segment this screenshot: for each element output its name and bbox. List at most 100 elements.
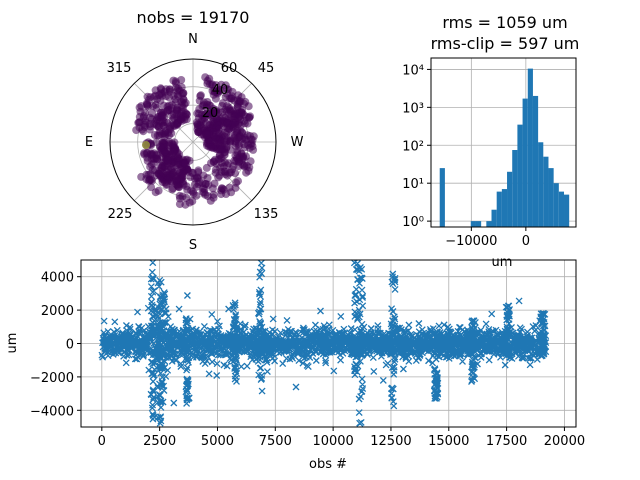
polar-point — [162, 180, 171, 189]
polar-point — [204, 180, 213, 189]
polar-point — [151, 100, 160, 109]
polar-point — [220, 150, 229, 159]
polar-point — [142, 175, 151, 184]
polar-point — [234, 110, 243, 119]
polar-point — [168, 116, 177, 125]
polar-point — [194, 128, 203, 136]
polar-point — [178, 192, 187, 201]
polar-point — [192, 191, 201, 200]
polar-point — [143, 156, 152, 165]
histogram-bar — [491, 209, 497, 227]
histogram-ytick-label: 10⁰ — [402, 215, 424, 230]
histogram-bar — [538, 142, 544, 227]
polar-point — [173, 161, 182, 170]
radial-tick-20: 20 — [202, 106, 219, 121]
polar-point — [140, 112, 148, 121]
polar-point — [214, 108, 223, 117]
angle-tick-315: 315 — [107, 61, 132, 76]
polar-point — [160, 113, 169, 122]
histogram-bar — [496, 191, 502, 227]
histogram-ytick-label: 10¹ — [402, 177, 424, 192]
polar-point — [165, 85, 174, 94]
polar-point — [162, 92, 170, 101]
angle-tick-135: 135 — [254, 207, 279, 222]
scatter-xtick-label: 15000 — [428, 434, 469, 449]
polar-point — [147, 115, 156, 124]
histogram-title: rms = 1059 um — [442, 13, 567, 32]
histogram-frame — [430, 57, 577, 228]
polar-point — [221, 170, 230, 178]
scatter-xlabel: obs # — [309, 457, 347, 472]
polar-point — [223, 85, 231, 94]
scatter-ylabel: um — [5, 333, 20, 354]
scatter-ytick-label: 4000 — [41, 271, 74, 286]
histogram-bar — [517, 124, 523, 227]
radial-tick-40: 40 — [212, 83, 229, 98]
polar-point — [153, 131, 162, 140]
scatter-xtick-label: 20000 — [544, 434, 585, 449]
polar-point — [202, 163, 211, 172]
polar-point — [209, 158, 218, 167]
histogram-ytick-label: 10² — [402, 139, 424, 154]
scatter-xtick-label: 0 — [98, 434, 106, 449]
polar-point — [247, 135, 256, 144]
scatter-xtick-label: 10000 — [312, 434, 353, 449]
polar-point — [179, 179, 187, 188]
polar-point — [211, 81, 220, 90]
polar-point — [177, 101, 186, 110]
compass-label-east: E — [85, 135, 93, 150]
polar-point — [164, 156, 172, 165]
histogram-bar — [501, 189, 508, 227]
scatter-xtick-label: 5000 — [201, 434, 234, 449]
scatter-xtick-label: 2500 — [143, 434, 176, 449]
histogram-bar — [439, 168, 445, 227]
histogram-bar — [553, 183, 559, 227]
histogram-bars — [439, 68, 570, 228]
polar-point — [165, 122, 174, 131]
angle-tick-225: 225 — [108, 207, 133, 222]
scatter-ytick-label: 0 — [66, 338, 74, 353]
polar-point — [164, 105, 173, 114]
polar-point — [147, 183, 156, 192]
polar-point — [175, 200, 184, 209]
polar-point — [140, 150, 149, 159]
scatter-ytick-label: 2000 — [41, 304, 74, 319]
scatter-ytick-label: −2000 — [30, 371, 74, 386]
polar-title: nobs = 19170 — [137, 8, 250, 27]
scatter-xtick-label: 7500 — [259, 434, 292, 449]
histogram-bar — [548, 168, 554, 227]
polar-point — [146, 150, 155, 159]
compass-label-north: N — [188, 32, 198, 47]
polar-point — [195, 109, 203, 118]
polar-point — [171, 79, 180, 88]
scatter-markers — [98, 259, 550, 427]
polar-point — [229, 119, 238, 128]
polar-point — [196, 91, 205, 100]
polar-point — [195, 178, 204, 187]
polar-point — [200, 115, 209, 123]
histogram-ytick-label: 10³ — [402, 101, 424, 116]
polar-point — [234, 177, 242, 186]
polar-point — [214, 173, 223, 182]
polar-point — [245, 113, 254, 122]
scatter-points — [98, 259, 550, 427]
polar-point — [168, 184, 177, 193]
histogram-bar — [527, 68, 533, 227]
histogram-bar — [507, 171, 513, 227]
histogram-bar — [543, 156, 549, 227]
polar-point — [182, 110, 191, 119]
compass-label-west: W — [291, 135, 304, 150]
polar-panel: nobs = 19170 N S E W 45 135 225 315 20 4… — [85, 8, 304, 253]
histogram-xtick-label: 0 — [522, 234, 530, 249]
polar-point — [217, 186, 226, 195]
polar-point — [156, 161, 165, 170]
histogram-bar — [475, 221, 482, 227]
polar-point — [179, 89, 188, 98]
histogram-bar — [522, 98, 528, 227]
compass-label-south: S — [189, 238, 197, 253]
histogram-panel: rms = 1059 um rms-clip = 597 um −10000 0 1… — [402, 13, 579, 270]
polar-point — [236, 97, 245, 106]
histogram-xtick-label: −10000 — [445, 234, 497, 249]
radial-tick-60: 60 — [221, 61, 238, 76]
